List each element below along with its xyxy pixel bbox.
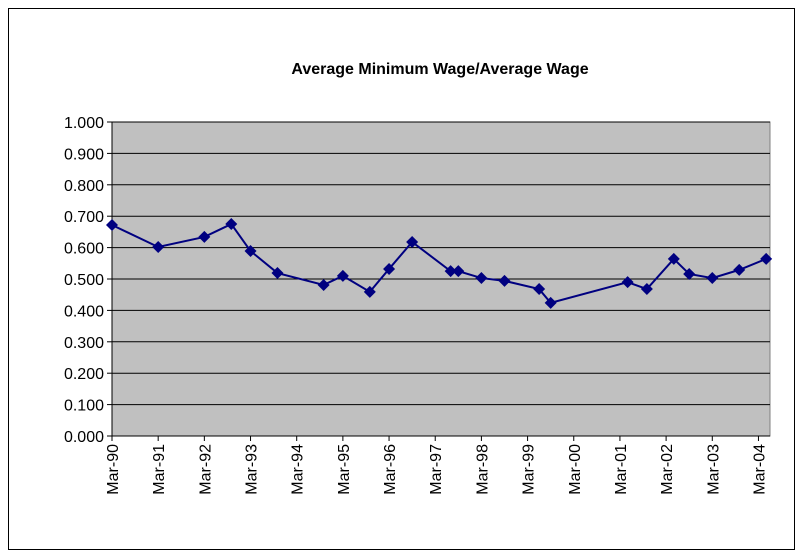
data-point xyxy=(152,240,165,253)
data-point xyxy=(106,218,118,231)
x-tick-label: Mar-91 xyxy=(151,444,168,495)
x-tick-label: Mar-92 xyxy=(197,444,214,495)
y-tick-label: 0.900 xyxy=(64,146,104,163)
chart-title: Average Minimum Wage/Average Wage xyxy=(291,61,588,78)
data-point xyxy=(475,272,488,285)
x-tick-label: Mar-02 xyxy=(659,444,676,495)
data-point xyxy=(683,267,696,280)
x-tick-label: Mar-04 xyxy=(751,444,768,495)
data-point xyxy=(406,235,419,248)
data-point xyxy=(383,262,396,275)
data-point xyxy=(444,265,457,278)
y-tick-label: 0.600 xyxy=(64,241,104,258)
data-point xyxy=(271,267,284,280)
x-tick-label: Mar-00 xyxy=(567,444,584,495)
x-tick-label: Mar-90 xyxy=(105,444,122,495)
data-point xyxy=(706,272,719,285)
y-tick-label: 0.000 xyxy=(64,429,104,446)
data-point xyxy=(667,252,680,265)
data-point xyxy=(640,283,653,296)
data-point xyxy=(317,278,330,291)
data-point xyxy=(363,285,376,298)
x-tick-label: Mar-99 xyxy=(521,444,538,495)
data-point xyxy=(533,283,546,296)
x-tick-label: Mar-97 xyxy=(428,444,445,495)
x-tick-label: Mar-93 xyxy=(244,444,261,495)
data-point xyxy=(733,263,746,276)
y-tick-label: 0.500 xyxy=(64,272,104,289)
y-tick-label: 0.100 xyxy=(64,398,104,415)
data-point xyxy=(244,245,257,258)
data-point xyxy=(452,265,465,278)
data-point xyxy=(336,269,349,282)
data-point xyxy=(225,218,238,231)
x-tick-label: Mar-03 xyxy=(705,444,722,495)
data-point xyxy=(198,230,211,243)
y-tick-label: 0.200 xyxy=(64,366,104,383)
x-tick-label: Mar-96 xyxy=(382,444,399,495)
x-tick-label: Mar-98 xyxy=(474,444,491,495)
x-tick-label: Mar-94 xyxy=(290,444,307,495)
y-tick-label: 0.400 xyxy=(64,303,104,320)
data-point xyxy=(544,296,557,309)
data-point xyxy=(621,276,634,289)
x-tick-label: Mar-95 xyxy=(336,444,353,495)
y-tick-label: 0.800 xyxy=(64,178,104,195)
y-tick-label: 0.700 xyxy=(64,209,104,226)
y-tick-label: 0.300 xyxy=(64,335,104,352)
y-tick-label: 1.000 xyxy=(64,115,104,132)
x-tick-label: Mar-01 xyxy=(613,444,630,495)
data-point xyxy=(760,252,773,265)
data-point xyxy=(498,274,511,287)
